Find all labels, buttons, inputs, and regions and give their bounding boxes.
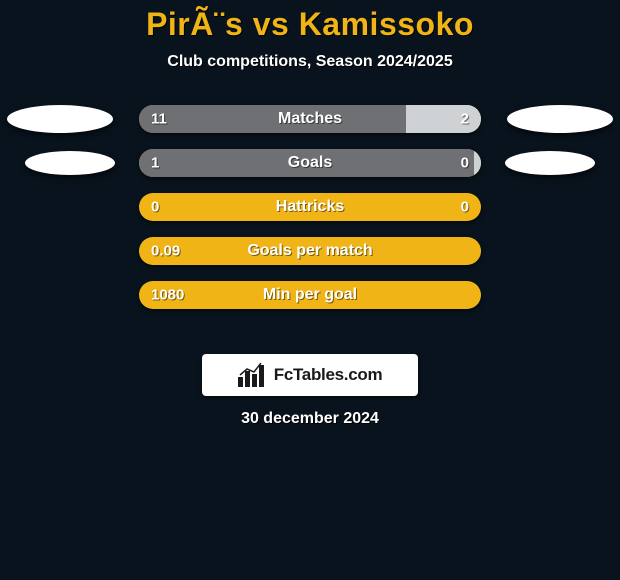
stat-row: 1080 Min per goal [0, 281, 620, 309]
stat-label: Min per goal [263, 286, 357, 304]
stat-bar: 1 0 Goals [139, 149, 481, 177]
right-value: 2 [461, 111, 469, 128]
stat-row: 0 0 Hattricks [0, 193, 620, 221]
stats-area: 11 2 Matches 1 0 Goals 0 0 Hattricks 0.09 Goals pe… [0, 105, 620, 325]
left-value: 11 [151, 111, 167, 128]
right-fill [474, 149, 481, 177]
stat-label: Matches [278, 110, 342, 128]
bars-icon [238, 363, 268, 387]
stat-bar: 1080 Min per goal [139, 281, 481, 309]
left-value: 0 [151, 199, 159, 216]
stat-label: Goals [288, 154, 332, 172]
snapshot-date: 30 december 2024 [241, 410, 379, 428]
left-ellipse [25, 151, 115, 175]
logo-text: FcTables.com [274, 365, 383, 385]
logo-brand: FcTables [274, 365, 344, 384]
right-value: 0 [461, 199, 469, 216]
right-ellipse [505, 151, 595, 175]
right-ellipse [507, 105, 613, 133]
stat-bar: 0.09 Goals per match [139, 237, 481, 265]
comparison-subtitle: Club competitions, Season 2024/2025 [0, 53, 620, 71]
stat-label: Hattricks [276, 198, 344, 216]
left-fill [139, 105, 406, 133]
right-value: 0 [461, 155, 469, 172]
stat-label: Goals per match [247, 242, 372, 260]
comparison-title: PirÃ¨s vs Kamissoko [0, 0, 620, 43]
fctables-logo: FcTables.com [202, 354, 418, 396]
right-fill [406, 105, 481, 133]
stat-row: 1 0 Goals [0, 149, 620, 177]
stat-bar: 0 0 Hattricks [139, 193, 481, 221]
stat-row: 0.09 Goals per match [0, 237, 620, 265]
logo-suffix: .com [344, 365, 382, 384]
stat-bar: 11 2 Matches [139, 105, 481, 133]
left-value: 0.09 [151, 243, 180, 260]
stat-row: 11 2 Matches [0, 105, 620, 133]
left-value: 1080 [151, 287, 184, 304]
left-ellipse [7, 105, 113, 133]
left-value: 1 [151, 155, 159, 172]
